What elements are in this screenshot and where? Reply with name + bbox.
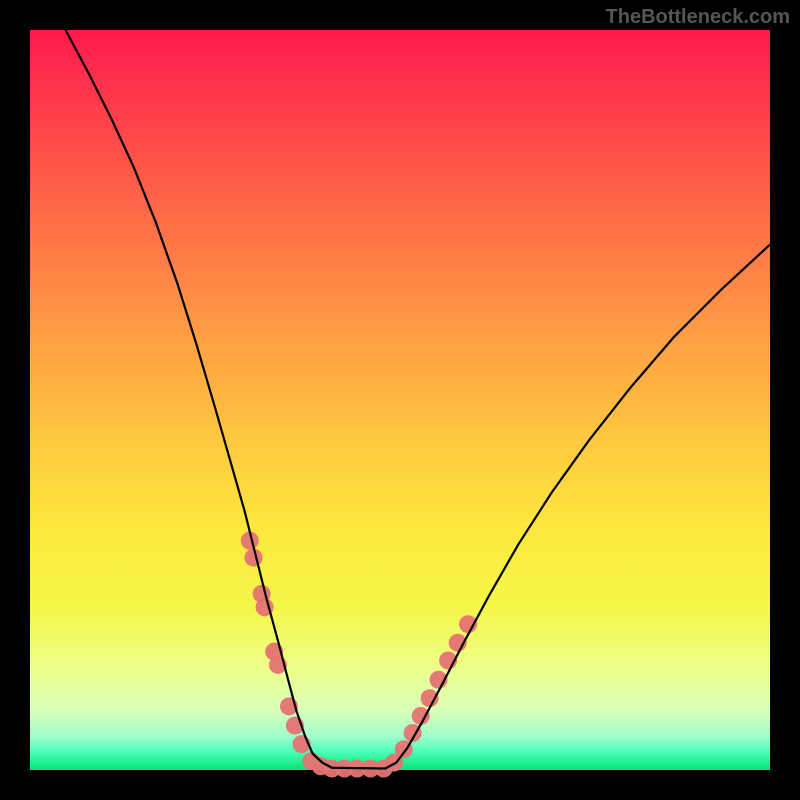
plot-background <box>30 30 770 770</box>
chart-container: TheBottleneck.com <box>0 0 800 800</box>
watermark-label: TheBottleneck.com <box>606 6 790 29</box>
series-marker <box>244 549 262 567</box>
chart-svg <box>0 0 800 800</box>
